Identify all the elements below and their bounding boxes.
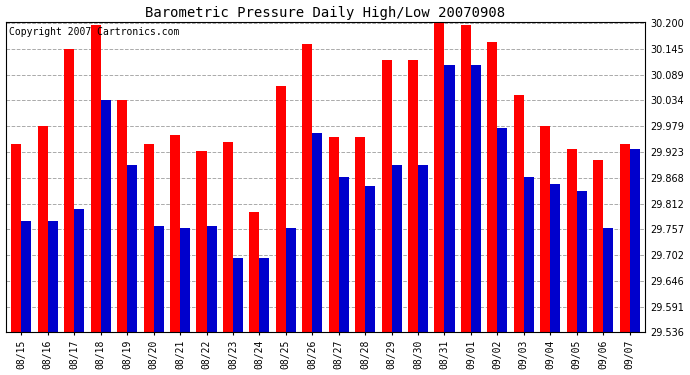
Title: Barometric Pressure Daily High/Low 20070908: Barometric Pressure Daily High/Low 20070… bbox=[146, 6, 506, 20]
Bar bbox=[249, 212, 259, 332]
Bar bbox=[620, 144, 629, 332]
Bar bbox=[11, 144, 21, 332]
Bar bbox=[365, 186, 375, 332]
Bar bbox=[514, 95, 524, 332]
Bar bbox=[313, 132, 322, 332]
Bar bbox=[408, 60, 418, 332]
Bar bbox=[180, 228, 190, 332]
Bar bbox=[566, 149, 577, 332]
Bar bbox=[435, 23, 444, 332]
Bar bbox=[577, 191, 586, 332]
Bar bbox=[259, 258, 270, 332]
Bar bbox=[21, 221, 32, 332]
Bar bbox=[144, 144, 154, 332]
Bar bbox=[38, 126, 48, 332]
Bar bbox=[497, 128, 507, 332]
Bar bbox=[127, 165, 137, 332]
Bar bbox=[487, 42, 497, 332]
Bar bbox=[550, 184, 560, 332]
Bar bbox=[471, 65, 481, 332]
Bar bbox=[540, 126, 550, 332]
Bar bbox=[154, 226, 164, 332]
Bar bbox=[629, 149, 640, 332]
Bar bbox=[48, 221, 58, 332]
Text: Copyright 2007 Cartronics.com: Copyright 2007 Cartronics.com bbox=[9, 27, 179, 37]
Bar bbox=[392, 165, 402, 332]
Bar bbox=[206, 226, 217, 332]
Bar bbox=[64, 49, 75, 332]
Bar bbox=[593, 160, 603, 332]
Bar bbox=[524, 177, 534, 332]
Bar bbox=[75, 209, 84, 332]
Bar bbox=[444, 65, 455, 332]
Bar bbox=[603, 228, 613, 332]
Bar bbox=[170, 135, 180, 332]
Bar bbox=[90, 26, 101, 332]
Bar bbox=[101, 100, 111, 332]
Bar bbox=[302, 44, 313, 332]
Bar bbox=[461, 26, 471, 332]
Bar bbox=[418, 165, 428, 332]
Bar bbox=[233, 258, 243, 332]
Bar bbox=[276, 86, 286, 332]
Bar bbox=[339, 177, 348, 332]
Bar bbox=[117, 100, 127, 332]
Bar bbox=[382, 60, 392, 332]
Bar bbox=[197, 151, 206, 332]
Bar bbox=[328, 137, 339, 332]
Bar bbox=[286, 228, 296, 332]
Bar bbox=[223, 142, 233, 332]
Bar bbox=[355, 137, 365, 332]
